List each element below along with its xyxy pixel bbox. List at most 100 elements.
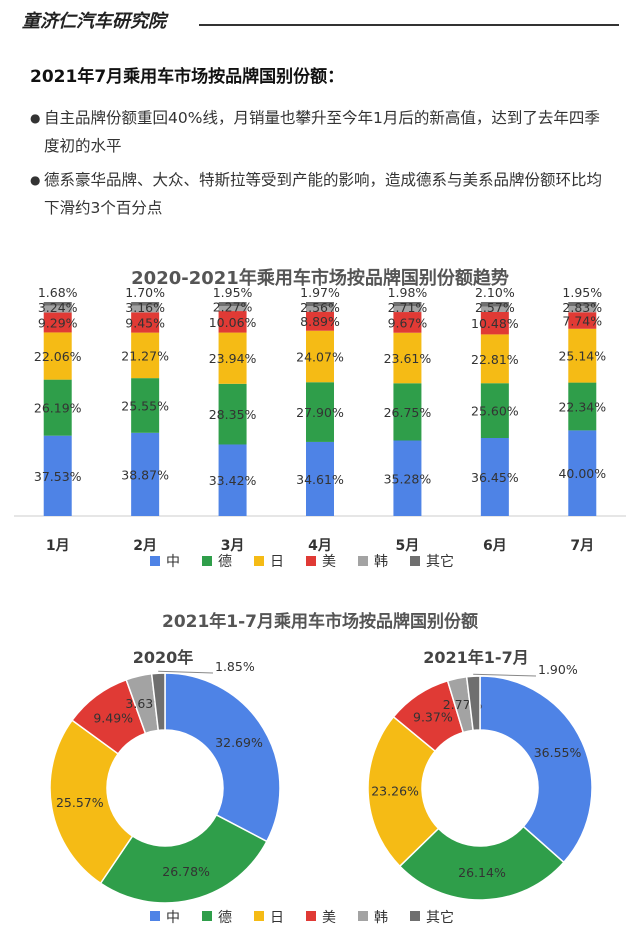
slice-label: 9.37% [413, 709, 453, 724]
legend-label: 其它 [426, 553, 454, 570]
donut-slice-其它 [465, 675, 481, 732]
bar-segment-韩 [131, 305, 160, 313]
bar-segment-德 [393, 383, 422, 441]
data-label: 25.60% [471, 404, 519, 419]
bar-segment-韩 [393, 306, 422, 313]
data-label: 2.83% [562, 300, 602, 315]
data-label: 38.87% [121, 467, 169, 482]
legend-swatch-德 [202, 556, 212, 566]
slice-label: 23.26% [371, 784, 419, 799]
x-tick-label: 6月 [483, 538, 507, 554]
donut-slice-其它 [150, 672, 166, 732]
bar-segment-其它 [480, 301, 509, 307]
data-label: 22.06% [34, 349, 82, 364]
bar-segment-其它 [568, 302, 597, 307]
data-label: 34.61% [296, 472, 344, 487]
data-label: 36.45% [471, 470, 519, 485]
x-tick-label: 2月 [133, 538, 157, 554]
legend-swatch-日 [254, 911, 264, 921]
bullet-text: 德系豪华品牌、大众、特斯拉等受到产能的影响，造成德系与美系品牌份额环比均下滑约3… [44, 171, 603, 217]
bar-segment-韩 [218, 306, 247, 312]
slice-label: 26.14% [458, 865, 506, 880]
bar-segment-韩 [306, 306, 334, 312]
bar-segment-美 [480, 311, 509, 335]
bar-segment-中 [218, 444, 247, 516]
donut-subtitle: 2021年1-7月 [423, 648, 528, 667]
section-title: 2021年7月乘用车市场按品牌国别份额： [30, 67, 345, 87]
data-label: 9.67% [388, 315, 428, 330]
bullet-dot-icon: ● [30, 111, 41, 125]
bar-segment-美 [218, 311, 247, 333]
data-label: 2.27% [213, 300, 253, 315]
data-label: 22.81% [471, 352, 519, 367]
bar-segment-日 [218, 332, 247, 384]
legend-swatch-中 [150, 556, 160, 566]
legend-swatch-韩 [358, 556, 368, 566]
legend-label: 韩 [374, 910, 388, 926]
data-label: 1.98% [388, 285, 428, 300]
bullet-item: ● 自主品牌份额重回40%线，月销量也攀升至今年1月后的新高值，达到了去年四季度… [30, 104, 615, 160]
chart-title: 2021年1-7月乘用车市场按品牌国别份额 [162, 611, 478, 632]
donut-slice-日 [367, 715, 440, 868]
legend-swatch-其它 [410, 556, 420, 566]
bar-segment-日 [131, 332, 160, 379]
data-label: 35.28% [384, 471, 432, 486]
data-label: 9.29% [38, 315, 78, 330]
legend-swatch-韩 [358, 911, 368, 921]
legend-label: 韩 [374, 554, 388, 570]
data-label: 2.10% [475, 285, 515, 300]
page-header: 童济仁汽车研究院 [14, 2, 619, 32]
data-label: 2.71% [388, 300, 428, 315]
data-label: 1.97% [300, 285, 340, 300]
legend-label: 其它 [426, 909, 454, 926]
bar-segment-美 [306, 311, 334, 331]
legend-swatch-美 [306, 556, 316, 566]
bar-segment-中 [393, 440, 422, 516]
data-label: 1.95% [562, 285, 602, 300]
bar-segment-日 [568, 328, 597, 383]
legend-label: 中 [166, 554, 180, 570]
bar-segment-德 [43, 379, 72, 436]
bar-segment-德 [131, 378, 160, 433]
data-label: 23.61% [384, 351, 432, 366]
data-label: 22.34% [558, 399, 606, 414]
bar-segment-日 [393, 332, 422, 384]
bar-segment-日 [480, 334, 509, 384]
leader-line [473, 673, 537, 677]
bar-segment-韩 [480, 306, 509, 312]
legend-label: 美 [322, 910, 336, 926]
legend-swatch-其它 [410, 911, 420, 921]
legend-label: 中 [166, 910, 180, 926]
slice-label: 1.85% [215, 659, 255, 674]
data-label: 9.45% [125, 316, 165, 331]
legend-swatch-德 [202, 911, 212, 921]
bar-segment-日 [43, 332, 72, 380]
slice-label: 36.55% [534, 745, 582, 760]
data-label: 21.27% [121, 348, 169, 363]
data-label: 1.95% [213, 285, 253, 300]
data-label: 2.56% [300, 300, 340, 315]
donut-slice-日 [49, 719, 134, 885]
bar-segment-韩 [43, 305, 72, 313]
donut-slice-德 [99, 813, 268, 904]
bar-segment-韩 [568, 306, 597, 313]
header-divider [199, 24, 619, 26]
data-label: 40.00% [558, 466, 606, 481]
bar-segment-中 [480, 437, 509, 516]
donut-slice-德 [398, 825, 565, 901]
x-tick-label: 1月 [46, 538, 70, 554]
bar-segment-德 [218, 383, 247, 445]
legend-swatch-中 [150, 911, 160, 921]
legend-label: 美 [322, 554, 336, 570]
data-label: 24.07% [296, 349, 344, 364]
brand-title: 童济仁汽车研究院 [22, 11, 166, 32]
bar-segment-中 [43, 435, 72, 516]
bar-segment-德 [568, 382, 597, 431]
bar-segment-美 [131, 312, 160, 333]
slice-label: 26.78% [162, 864, 210, 879]
data-label: 1.68% [38, 285, 78, 300]
slice-label: 25.57% [56, 795, 104, 810]
bar-segment-德 [480, 383, 509, 438]
legend-label: 日 [270, 910, 284, 926]
